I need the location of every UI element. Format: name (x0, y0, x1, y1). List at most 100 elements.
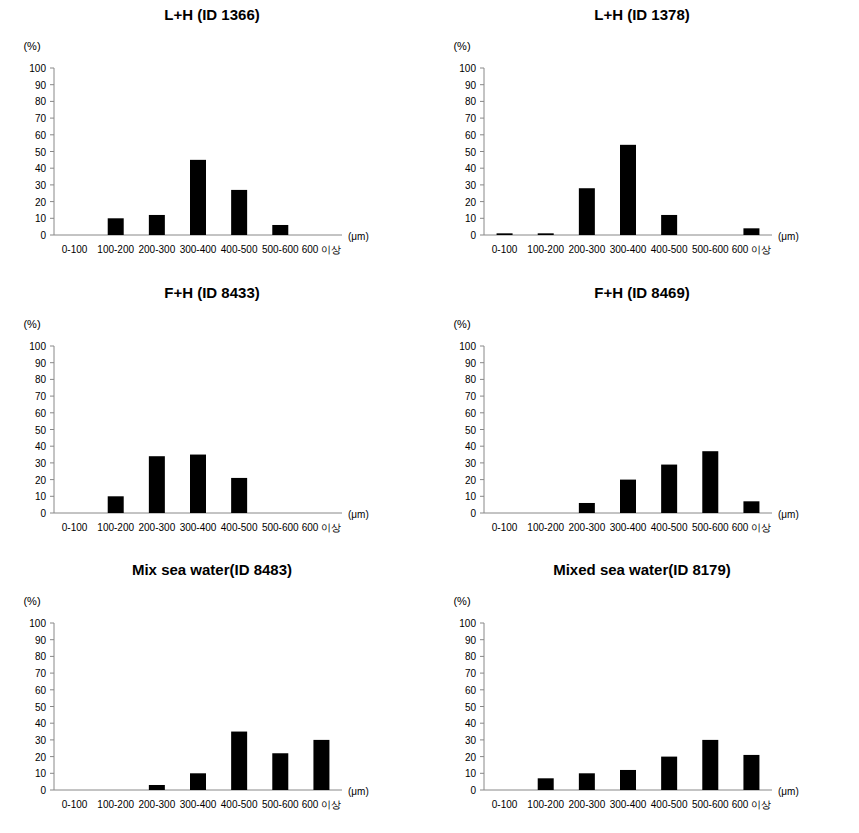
y-tick-label: 40 (465, 718, 477, 729)
y-tick-label: 20 (35, 197, 47, 208)
x-tick-label: 300-400 (180, 799, 217, 810)
y-tick (480, 396, 484, 397)
y-label: (%) (453, 595, 470, 607)
y-tick (480, 790, 484, 791)
y-tick-label: 60 (465, 408, 477, 419)
y-tick (50, 101, 54, 102)
bar (231, 732, 247, 790)
y-tick-label: 60 (35, 408, 47, 419)
y-tick (50, 446, 54, 447)
y-tick-label: 70 (465, 668, 477, 679)
y-tick (50, 723, 54, 724)
x-label: (μm) (348, 786, 369, 797)
y-tick (50, 346, 54, 347)
y-tick (480, 706, 484, 707)
y-tick-label: 90 (465, 80, 477, 91)
title: F+H (ID 8433) (164, 284, 259, 301)
bars (149, 732, 330, 790)
x-tick-label: 500-600 (262, 522, 299, 533)
y-tick-label: 10 (35, 768, 47, 779)
x-tick-label: 0-100 (62, 244, 88, 255)
y-tick (50, 756, 54, 757)
bar (620, 145, 636, 235)
y-tick-label: 10 (465, 213, 477, 224)
y-tick-label: 0 (40, 785, 46, 796)
bar (149, 785, 165, 790)
y-tick-label: 60 (465, 685, 477, 696)
y-tick (50, 151, 54, 152)
chart: Mixed sea water(ID 8179)(%)0102030405060… (453, 561, 798, 810)
x-tick-label: 100-200 (97, 244, 134, 255)
chart: Mix sea water(ID 8483)(%)010203040506070… (23, 561, 368, 810)
y-tick-label: 100 (459, 341, 476, 352)
y-tick (50, 689, 54, 690)
x-tick-label: 200-300 (139, 799, 176, 810)
x-tick-label: 100-200 (527, 799, 564, 810)
x-tick-label: 300-400 (610, 522, 647, 533)
bar (661, 215, 677, 235)
y-tick-label: 20 (35, 752, 47, 763)
bar (497, 790, 513, 791)
y-tick-label: 30 (35, 458, 47, 469)
x-tick-label: 600 이상 (302, 522, 341, 533)
y-tick (480, 84, 484, 85)
x-label: (μm) (778, 786, 799, 797)
y-tick (480, 773, 484, 774)
y-tick (50, 429, 54, 430)
y-label: (%) (23, 595, 40, 607)
y-tick-label: 90 (35, 358, 47, 369)
x-tick-label: 100-200 (97, 522, 134, 533)
y-tick (480, 673, 484, 674)
y-tick (50, 379, 54, 380)
y-tick-label: 30 (35, 735, 47, 746)
x-tick-label: 400-500 (221, 799, 258, 810)
x-tick-label: 0-100 (62, 522, 88, 533)
bars (108, 160, 289, 235)
y-tick-label: 0 (470, 230, 476, 241)
y-tick (480, 739, 484, 740)
y-tick (480, 412, 484, 413)
y-tick (480, 496, 484, 497)
x-tick-label: 0-100 (62, 799, 88, 810)
y-tick (50, 218, 54, 219)
bar (743, 501, 759, 513)
y-tick-label: 100 (29, 618, 46, 629)
y-label: (%) (23, 40, 40, 52)
y-tick-label: 10 (35, 213, 47, 224)
y-tick-label: 100 (29, 63, 46, 74)
x-tick-label: 600 이상 (302, 799, 341, 810)
title: Mixed sea water(ID 8179) (553, 561, 731, 578)
y-tick-label: 60 (35, 130, 47, 141)
bar (272, 513, 288, 514)
y-tick-label: 40 (465, 163, 477, 174)
x-tick-label: 300-400 (180, 522, 217, 533)
bar (743, 228, 759, 235)
bar (497, 233, 513, 235)
x-tick-label: 300-400 (180, 244, 217, 255)
y-tick-label: 20 (465, 197, 477, 208)
bar (190, 160, 206, 235)
y-tick (480, 134, 484, 135)
y-tick-label: 80 (465, 651, 477, 662)
y-tick-label: 80 (35, 96, 47, 107)
y-tick-label: 20 (465, 752, 477, 763)
bar (579, 188, 595, 235)
bar (620, 770, 636, 790)
y-tick-label: 90 (35, 635, 47, 646)
x-tick-label: 200-300 (139, 522, 176, 533)
y-tick-label: 20 (35, 475, 47, 486)
y-tick (480, 218, 484, 219)
x-tick-label: 400-500 (651, 522, 688, 533)
y-tick-label: 50 (465, 425, 477, 436)
y-tick-label: 50 (35, 425, 47, 436)
bar (313, 740, 329, 790)
y-tick (50, 396, 54, 397)
bar (190, 773, 206, 790)
y-tick (50, 201, 54, 202)
bar (620, 480, 636, 513)
y-tick (480, 151, 484, 152)
bar (149, 215, 165, 235)
y-tick (50, 656, 54, 657)
bar (67, 790, 83, 791)
y-tick-label: 80 (35, 651, 47, 662)
